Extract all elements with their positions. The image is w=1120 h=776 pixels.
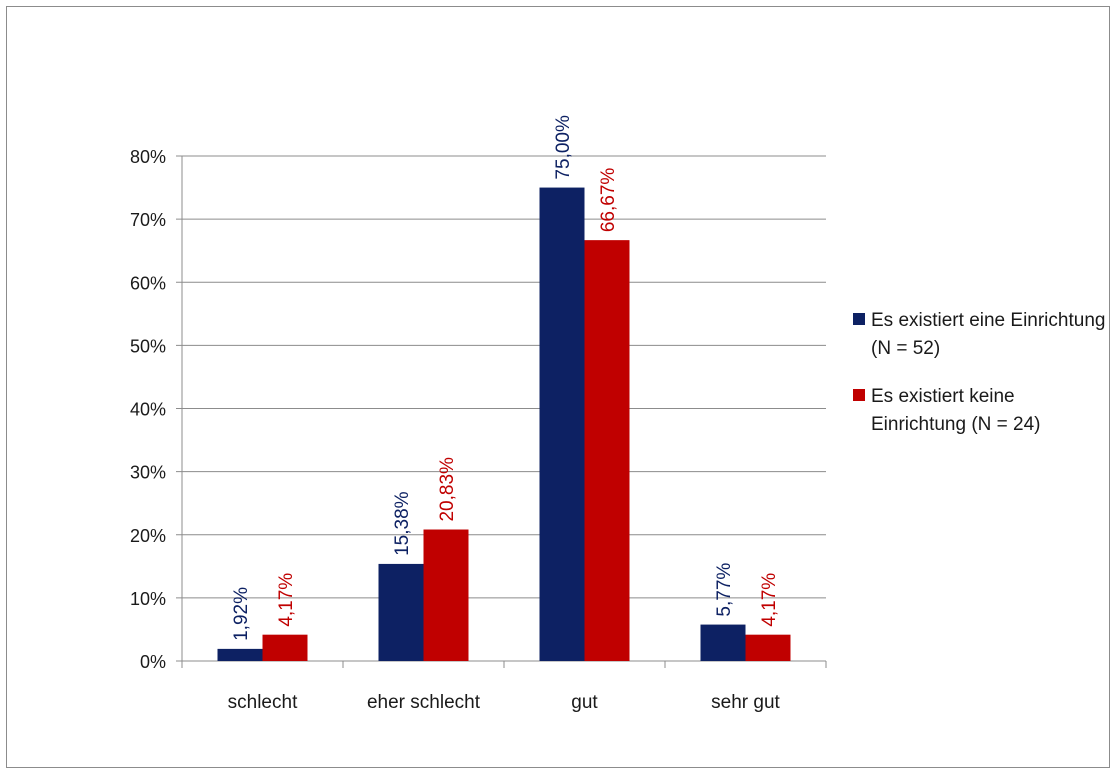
category-label: eher schlecht	[367, 692, 481, 713]
bar	[423, 529, 469, 661]
data-label: 5,77%	[714, 563, 735, 617]
category-label: sehr gut	[711, 692, 780, 713]
legend-label-series-0: Es existiert eine Einrichtung (N = 52)	[871, 310, 1106, 359]
bar	[539, 187, 585, 661]
data-label: 15,38%	[392, 491, 413, 556]
data-label: 1,92%	[231, 587, 252, 641]
y-tick-label: 50%	[130, 336, 166, 356]
legend-item-series-0: Es existiert eine Einrichtung (N = 52)	[853, 307, 1113, 363]
y-tick-label: 40%	[130, 400, 166, 420]
bar	[378, 563, 424, 661]
y-tick-label: 80%	[130, 147, 166, 167]
legend-item-series-1: Es existiert keine Einrichtung (N = 24)	[853, 383, 1113, 439]
legend-swatch-series-1	[853, 389, 865, 401]
bar	[700, 624, 746, 661]
data-label: 4,17%	[759, 573, 780, 627]
y-tick-label: 60%	[130, 273, 166, 293]
bar-chart: 0% 10% 20% 30% 40% 50% 60% 70% 80% schlecht 1,92% 4…	[130, 115, 827, 713]
y-tick-label: 20%	[130, 526, 166, 546]
chart-frame: 0% 10% 20% 30% 40% 50% 60% 70% 80% schlecht 1,92% 4…	[6, 6, 1110, 768]
bar	[262, 634, 308, 661]
bar	[584, 240, 630, 661]
bar	[217, 648, 263, 661]
data-label: 20,83%	[437, 457, 458, 522]
legend-swatch-series-0	[853, 313, 865, 325]
bar	[745, 634, 791, 661]
category-label: schlecht	[228, 692, 298, 713]
category-label: gut	[571, 692, 598, 713]
data-label: 4,17%	[276, 573, 297, 627]
y-tick-label: 70%	[130, 210, 166, 230]
y-tick-label: 10%	[130, 589, 166, 609]
y-tick-label: 30%	[130, 463, 166, 483]
y-tick-label: 0%	[140, 652, 166, 672]
legend-label-series-1: Es existiert keine Einrichtung (N = 24)	[871, 386, 1041, 435]
data-label: 66,67%	[598, 168, 619, 233]
data-label: 75,00%	[553, 115, 574, 180]
legend: Es existiert eine Einrichtung (N = 52) E…	[853, 307, 1113, 459]
